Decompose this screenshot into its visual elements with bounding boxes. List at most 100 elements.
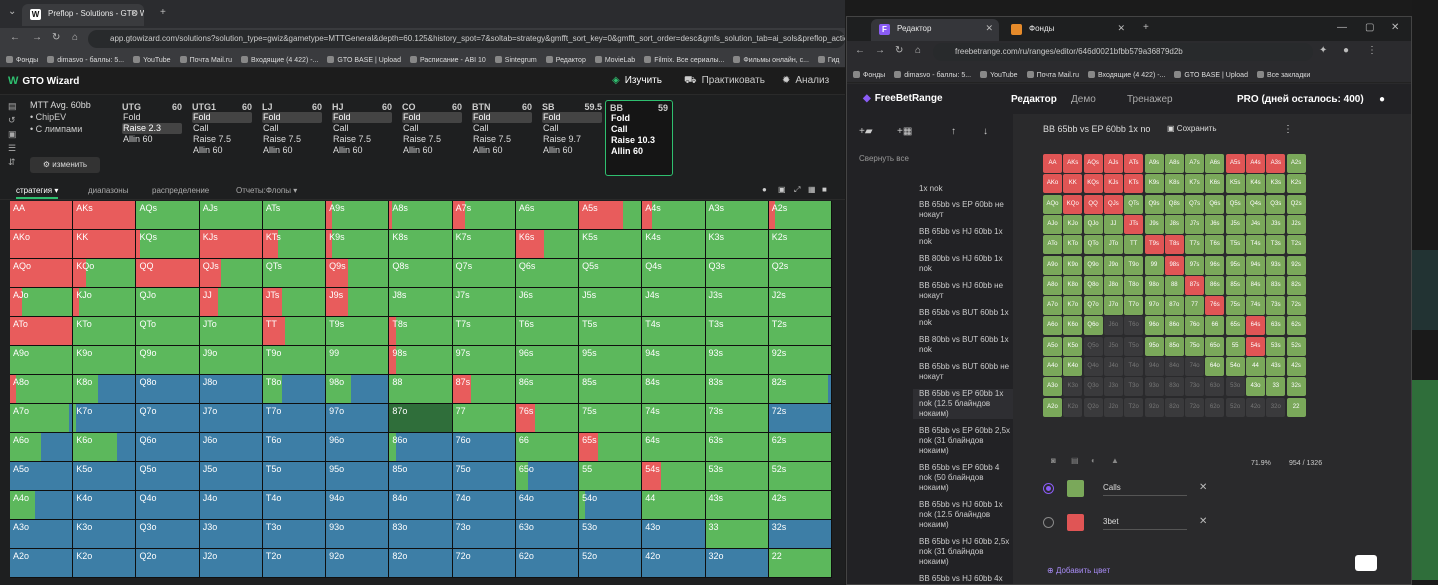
action-option[interactable]: Fold xyxy=(472,112,532,123)
hand-cell[interactable]: 76o xyxy=(452,433,516,462)
matrix-cell[interactable]: J6o xyxy=(1103,316,1123,336)
action-option[interactable]: Raise 7.5 xyxy=(193,134,232,144)
collapse-all[interactable]: Свернуть все xyxy=(859,154,909,163)
hand-cell[interactable]: K2o xyxy=(73,549,137,578)
action-option[interactable]: Allin 60 xyxy=(333,145,363,155)
hand-cell[interactable]: 75s xyxy=(579,404,643,433)
bookmark-item[interactable]: Фильмы онлайн, с... xyxy=(733,56,809,64)
hand-cell[interactable]: JTs xyxy=(262,288,327,317)
hand-cell[interactable]: A7o xyxy=(10,404,74,433)
hand-cell[interactable]: A7s xyxy=(452,201,516,230)
hand-cell[interactable]: J9s xyxy=(326,288,390,317)
hand-cell[interactable]: 73o xyxy=(452,520,516,549)
matrix-cell[interactable]: K9o xyxy=(1063,255,1083,275)
hand-cell[interactable]: J9o xyxy=(199,346,263,375)
add-folder-icon[interactable]: +▰ xyxy=(859,126,873,137)
hand-cell[interactable]: T6s xyxy=(515,317,580,346)
matrix-cell[interactable]: A6o xyxy=(1043,316,1062,336)
hand-cell[interactable]: 86o xyxy=(389,433,453,462)
matrix-cell[interactable]: QJs xyxy=(1103,194,1123,214)
matrix-cell[interactable]: KTo xyxy=(1063,235,1083,255)
action-option[interactable]: Allin 60 xyxy=(263,145,293,155)
matrix-cell[interactable]: 66 xyxy=(1205,316,1225,336)
hand-cell[interactable]: 93s xyxy=(705,346,769,375)
hand-cell[interactable]: 76s xyxy=(515,404,580,433)
matrix-cell[interactable]: K6o xyxy=(1063,316,1083,336)
bookmark-item[interactable]: Почта Mail.ru xyxy=(180,56,232,64)
matrix-cell[interactable]: 92s xyxy=(1286,255,1306,275)
matrix-cell[interactable]: Q4o xyxy=(1083,357,1103,376)
hand-cell[interactable]: 96o xyxy=(326,433,390,462)
matrix-cell[interactable]: JTo xyxy=(1103,235,1123,255)
hand-cell[interactable]: AJo xyxy=(10,288,74,317)
matrix-cell[interactable]: J9o xyxy=(1103,255,1123,275)
color-swatch[interactable] xyxy=(1067,514,1084,531)
matrix-cell[interactable]: 84s xyxy=(1246,275,1265,295)
hand-cell[interactable]: 97o xyxy=(326,404,390,433)
matrix-cell[interactable]: T6o xyxy=(1124,316,1144,336)
reload-icon[interactable]: ↻ xyxy=(895,45,904,56)
matrix-cell[interactable]: Q7o xyxy=(1083,296,1103,316)
hand-cell[interactable]: 98o xyxy=(326,375,390,404)
bookmark-item[interactable]: Все закладки xyxy=(1257,71,1310,79)
matrix-cell[interactable]: 98o xyxy=(1144,275,1164,295)
matrix-cell[interactable]: AKo xyxy=(1043,174,1062,194)
matrix-cell[interactable]: T3o xyxy=(1124,377,1144,397)
matrix-cell[interactable]: A9o xyxy=(1043,255,1062,275)
hand-cell[interactable]: K4s xyxy=(642,230,706,259)
hand-cell[interactable]: T7o xyxy=(262,404,327,433)
grid-view-icon[interactable]: ▦ xyxy=(808,185,816,194)
hand-cell[interactable]: 94s xyxy=(642,346,706,375)
contrast-icon[interactable]: ◐ xyxy=(1091,456,1096,465)
range-item[interactable]: BB 65bb vs EP 60bb 4 nok (50 блайндов но… xyxy=(919,463,1013,493)
hand-cell[interactable]: J5s xyxy=(579,288,643,317)
hand-cell[interactable]: Q8s xyxy=(389,259,453,288)
hand-cell[interactable]: KJo xyxy=(73,288,137,317)
move-down-icon[interactable]: ↓ xyxy=(983,126,988,137)
matrix-cell[interactable]: KK xyxy=(1063,174,1083,194)
matrix-cell[interactable]: A9s xyxy=(1144,154,1164,173)
matrix-cell[interactable]: 75s xyxy=(1225,296,1245,316)
matrix-cell[interactable]: 76o xyxy=(1185,316,1205,336)
print-icon[interactable]: ▤ xyxy=(8,101,17,111)
nav-study[interactable]: ◈ Изучить xyxy=(612,75,662,86)
bookmark-item[interactable]: Почта Mail.ru xyxy=(1027,71,1079,79)
matrix-cell[interactable]: J5s xyxy=(1225,214,1245,234)
close-icon[interactable]: ✕ xyxy=(130,8,138,18)
extensions-icon[interactable]: ✦ xyxy=(1319,45,1328,56)
matrix-cell[interactable]: 43s xyxy=(1266,357,1286,376)
position-co[interactable]: CO 60 Fold Call Raise 7.5 Allin 60 xyxy=(398,100,466,176)
hand-cell[interactable]: J4o xyxy=(199,491,263,520)
hand-cell[interactable]: Q6o xyxy=(136,433,200,462)
range-item[interactable]: BB 80bb vs HJ 60bb 1x nok xyxy=(919,254,1013,274)
camera-icon[interactable]: ◙ xyxy=(1051,456,1056,465)
matrix-cell[interactable]: A4s xyxy=(1246,154,1265,173)
hand-cell[interactable]: 93o xyxy=(326,520,390,549)
matrix-cell[interactable]: 53o xyxy=(1225,377,1245,397)
hand-cell[interactable]: T6o xyxy=(262,433,327,462)
close-icon[interactable]: ✕ xyxy=(1117,23,1125,33)
hand-cell[interactable]: 99 xyxy=(326,346,390,375)
range-item[interactable]: BB 65bb vs BUT 60bb не нокаут xyxy=(919,362,1013,382)
action-option[interactable]: Call xyxy=(403,123,419,133)
bookmark-item[interactable]: Входящие (4 422) -... xyxy=(1088,71,1165,79)
position-utg1[interactable]: UTG1 60 Fold Call Raise 7.5 Allin 60 xyxy=(188,100,256,176)
matrix-cell[interactable]: QTs xyxy=(1124,194,1144,214)
matrix-cell[interactable]: J9s xyxy=(1144,214,1164,234)
hand-cell[interactable]: 42o xyxy=(642,549,706,578)
matrix-cell[interactable]: T9s xyxy=(1144,235,1164,255)
hand-cell[interactable]: K3o xyxy=(73,520,137,549)
matrix-cell[interactable]: J2s xyxy=(1286,214,1306,234)
hand-cell[interactable]: 53s xyxy=(705,462,769,491)
hand-cell[interactable]: 92o xyxy=(326,549,390,578)
hand-cell[interactable]: Q6s xyxy=(515,259,580,288)
color-radio[interactable] xyxy=(1043,517,1054,528)
hand-cell[interactable]: 75o xyxy=(452,462,516,491)
range-item[interactable]: BB 65bb vs EP 60bb 1x nok (12.5 блайндов… xyxy=(913,389,1013,419)
bookmark-item[interactable]: Редактор xyxy=(546,56,586,64)
hand-cell[interactable]: AQo xyxy=(10,259,74,288)
home-icon[interactable]: ⌂ xyxy=(72,32,79,43)
matrix-cell[interactable]: T2s xyxy=(1286,235,1306,255)
hand-cell[interactable]: 22 xyxy=(768,549,832,578)
matrix-cell[interactable]: T4o xyxy=(1124,357,1144,376)
